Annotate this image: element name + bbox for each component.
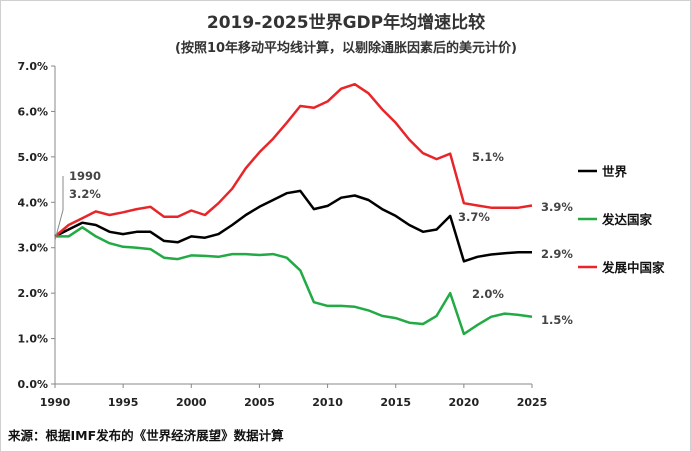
chart-title: 2019-2025世界GDP年均增速比较 (207, 12, 485, 33)
source-note: 来源：根据IMF发布的《世界经济展望》数据计算 (7, 428, 284, 443)
x-tick-label: 2020 (449, 396, 480, 409)
y-tick-label: 6.0% (17, 105, 48, 118)
annotation-developed-2019: 2.0% (472, 287, 504, 301)
x-tick-label: 2010 (312, 396, 343, 409)
x-tick-labels: 1990 1995 2000 2005 2010 2015 2020 2025 (40, 384, 548, 409)
x-tick-label: 2015 (380, 396, 411, 409)
y-tick-labels: 0.0% 1.0% 2.0% 3.0% 4.0% 5.0% 6.0% 7.0% (17, 60, 55, 391)
x-tick-label: 2025 (517, 396, 548, 409)
x-tick-label: 1995 (108, 396, 139, 409)
annotation-developing-2019: 5.1% (472, 150, 504, 164)
series-line-developing (54, 82, 533, 238)
annotation-1990-year: 1990 (69, 169, 101, 183)
legend-label-developed: 发达国家 (601, 212, 653, 227)
y-tick-label: 0.0% (17, 378, 48, 391)
x-tick-label: 1990 (40, 396, 71, 409)
chart-subtitle: (按照10年移动平均线计算，以剔除通胀因素后的美元计价) (175, 40, 517, 56)
y-tick-label: 1.0% (17, 333, 48, 346)
x-tick-label: 2000 (176, 396, 207, 409)
annotation-1990-value: 3.2% (69, 187, 101, 201)
series-lines (54, 82, 533, 336)
legend-label-developing: 发展中国家 (601, 260, 665, 275)
y-tick-label: 7.0% (17, 60, 48, 73)
series-line-developed (55, 226, 533, 336)
annotation-1990-leader (54, 176, 64, 241)
y-tick-label: 3.0% (17, 242, 48, 255)
y-tick-label: 5.0% (17, 151, 48, 164)
x-tick-label: 2005 (244, 396, 275, 409)
y-tick-label: 4.0% (17, 196, 48, 209)
annotation-world-2025: 2.9% (541, 247, 573, 261)
legend-label-world: 世界 (602, 164, 628, 179)
legend: 世界 发达国家 发展中国家 (578, 164, 665, 275)
annotation-world-2019: 3.7% (458, 210, 490, 224)
annotation-developed-2025: 1.5% (541, 313, 573, 327)
y-tick-label: 2.0% (17, 287, 48, 300)
series-line-world (54, 189, 532, 263)
annotation-developing-2025: 3.9% (541, 200, 573, 214)
